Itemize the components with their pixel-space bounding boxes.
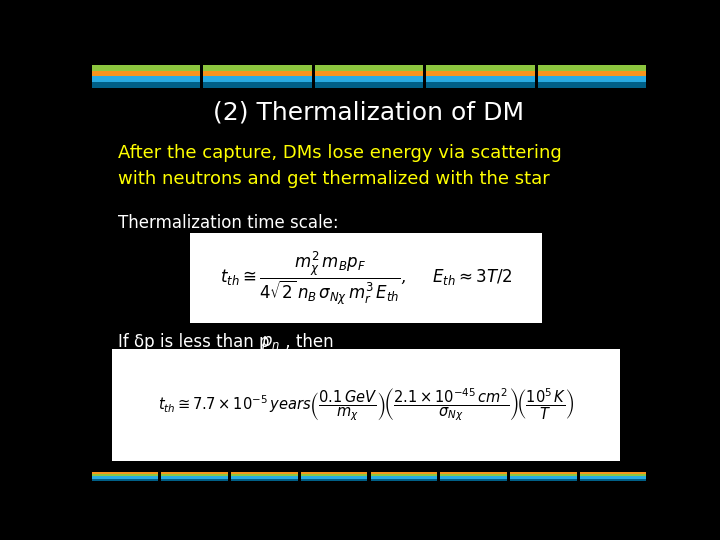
Bar (426, 71, 535, 76)
Bar (426, 82, 535, 87)
Bar (301, 474, 367, 476)
Text: If δp is less than p   , then: If δp is less than p , then (118, 333, 333, 351)
Bar (161, 476, 228, 478)
Bar (510, 476, 577, 478)
Bar (371, 476, 437, 478)
Text: Thermalization time scale:: Thermalization time scale: (118, 214, 338, 233)
Bar (510, 478, 577, 481)
Bar (91, 472, 158, 474)
Bar (91, 76, 200, 82)
Bar (161, 474, 228, 476)
Bar (91, 474, 158, 476)
Bar (538, 82, 647, 87)
Bar (231, 472, 297, 474)
FancyBboxPatch shape (190, 233, 542, 322)
Bar (441, 478, 507, 481)
Bar (161, 472, 228, 474)
Bar (315, 65, 423, 71)
Bar (426, 76, 535, 82)
Bar (315, 76, 423, 82)
Bar (441, 476, 507, 478)
Bar (231, 478, 297, 481)
Bar (371, 474, 437, 476)
Bar (315, 82, 423, 87)
Bar (301, 472, 367, 474)
Bar (580, 478, 647, 481)
Bar (580, 474, 647, 476)
Bar (91, 82, 200, 87)
Bar (231, 476, 297, 478)
Bar (301, 478, 367, 481)
Text: $t_{th} \cong 7.7\times10^{-5}\,years\left(\dfrac{0.1\,GeV}{m_{\chi}}\right)\!\l: $t_{th} \cong 7.7\times10^{-5}\,years\le… (158, 387, 575, 423)
FancyBboxPatch shape (112, 349, 620, 461)
Text: (2) Thermalization of DM: (2) Thermalization of DM (213, 100, 525, 124)
Bar (301, 476, 367, 478)
Bar (538, 76, 647, 82)
Text: After the capture, DMs lose energy via scattering
with neutrons and get thermali: After the capture, DMs lose energy via s… (118, 144, 562, 187)
Bar (315, 71, 423, 76)
Bar (510, 472, 577, 474)
Text: $t_{th} \cong \dfrac{m_{\chi}^{2}\,m_B p_F}{4\sqrt{2}\,n_B\,\sigma_{N\chi}\,m_r^: $t_{th} \cong \dfrac{m_{\chi}^{2}\,m_B p… (220, 249, 513, 307)
Bar (426, 65, 535, 71)
Bar (580, 472, 647, 474)
Bar (203, 71, 312, 76)
Bar (203, 65, 312, 71)
Bar (371, 478, 437, 481)
Bar (161, 478, 228, 481)
Bar (203, 76, 312, 82)
Bar (441, 474, 507, 476)
Bar (231, 474, 297, 476)
Bar (91, 71, 200, 76)
Bar (538, 71, 647, 76)
Text: $p_n$: $p_n$ (261, 334, 281, 352)
Bar (203, 82, 312, 87)
Bar (538, 65, 647, 71)
Bar (580, 476, 647, 478)
Bar (91, 476, 158, 478)
Bar (441, 472, 507, 474)
Bar (510, 474, 577, 476)
Bar (91, 478, 158, 481)
Bar (91, 65, 200, 71)
Bar (371, 472, 437, 474)
